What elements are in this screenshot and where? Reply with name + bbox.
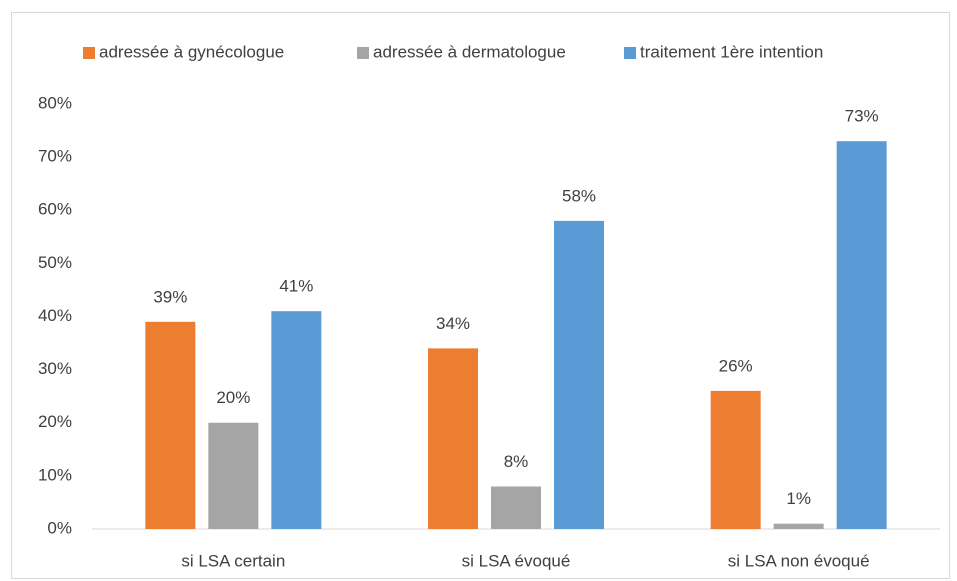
legend-label: adressée à dermatologue — [373, 42, 566, 61]
data-label: 26% — [719, 356, 753, 375]
data-label: 8% — [504, 452, 529, 471]
bar — [145, 321, 196, 529]
bar — [428, 348, 478, 529]
data-label: 58% — [562, 186, 596, 205]
bar — [710, 390, 761, 529]
y-tick-label: 30% — [38, 359, 72, 378]
legend-label: adressée à gynécologue — [99, 42, 284, 61]
y-tick-label: 40% — [38, 306, 72, 325]
y-tick-label: 0% — [47, 518, 72, 537]
bar — [554, 220, 604, 529]
legend-swatch — [357, 47, 369, 59]
x-tick-label: si LSA non évoqué — [728, 551, 870, 570]
x-tick-label: si LSA certain — [181, 551, 285, 570]
data-label: 20% — [216, 388, 250, 407]
legend-swatch — [624, 47, 636, 59]
bar — [773, 523, 824, 529]
bar — [208, 422, 259, 529]
y-tick-label: 70% — [38, 147, 72, 166]
y-tick-label: 60% — [38, 200, 72, 219]
y-tick-label: 20% — [38, 412, 72, 431]
bar — [836, 141, 887, 529]
data-label: 34% — [436, 314, 470, 333]
data-label: 73% — [845, 107, 879, 126]
data-label: 39% — [153, 287, 187, 306]
legend-label: traitement 1ère intention — [640, 42, 823, 61]
bar — [271, 311, 322, 529]
y-tick-label: 10% — [38, 465, 72, 484]
legend-swatch — [83, 47, 95, 59]
y-tick-label: 80% — [38, 93, 72, 112]
data-label: 1% — [786, 489, 811, 508]
data-label: 41% — [279, 277, 313, 296]
bar — [491, 486, 541, 529]
x-tick-label: si LSA évoqué — [462, 551, 571, 570]
y-tick-label: 50% — [38, 253, 72, 272]
